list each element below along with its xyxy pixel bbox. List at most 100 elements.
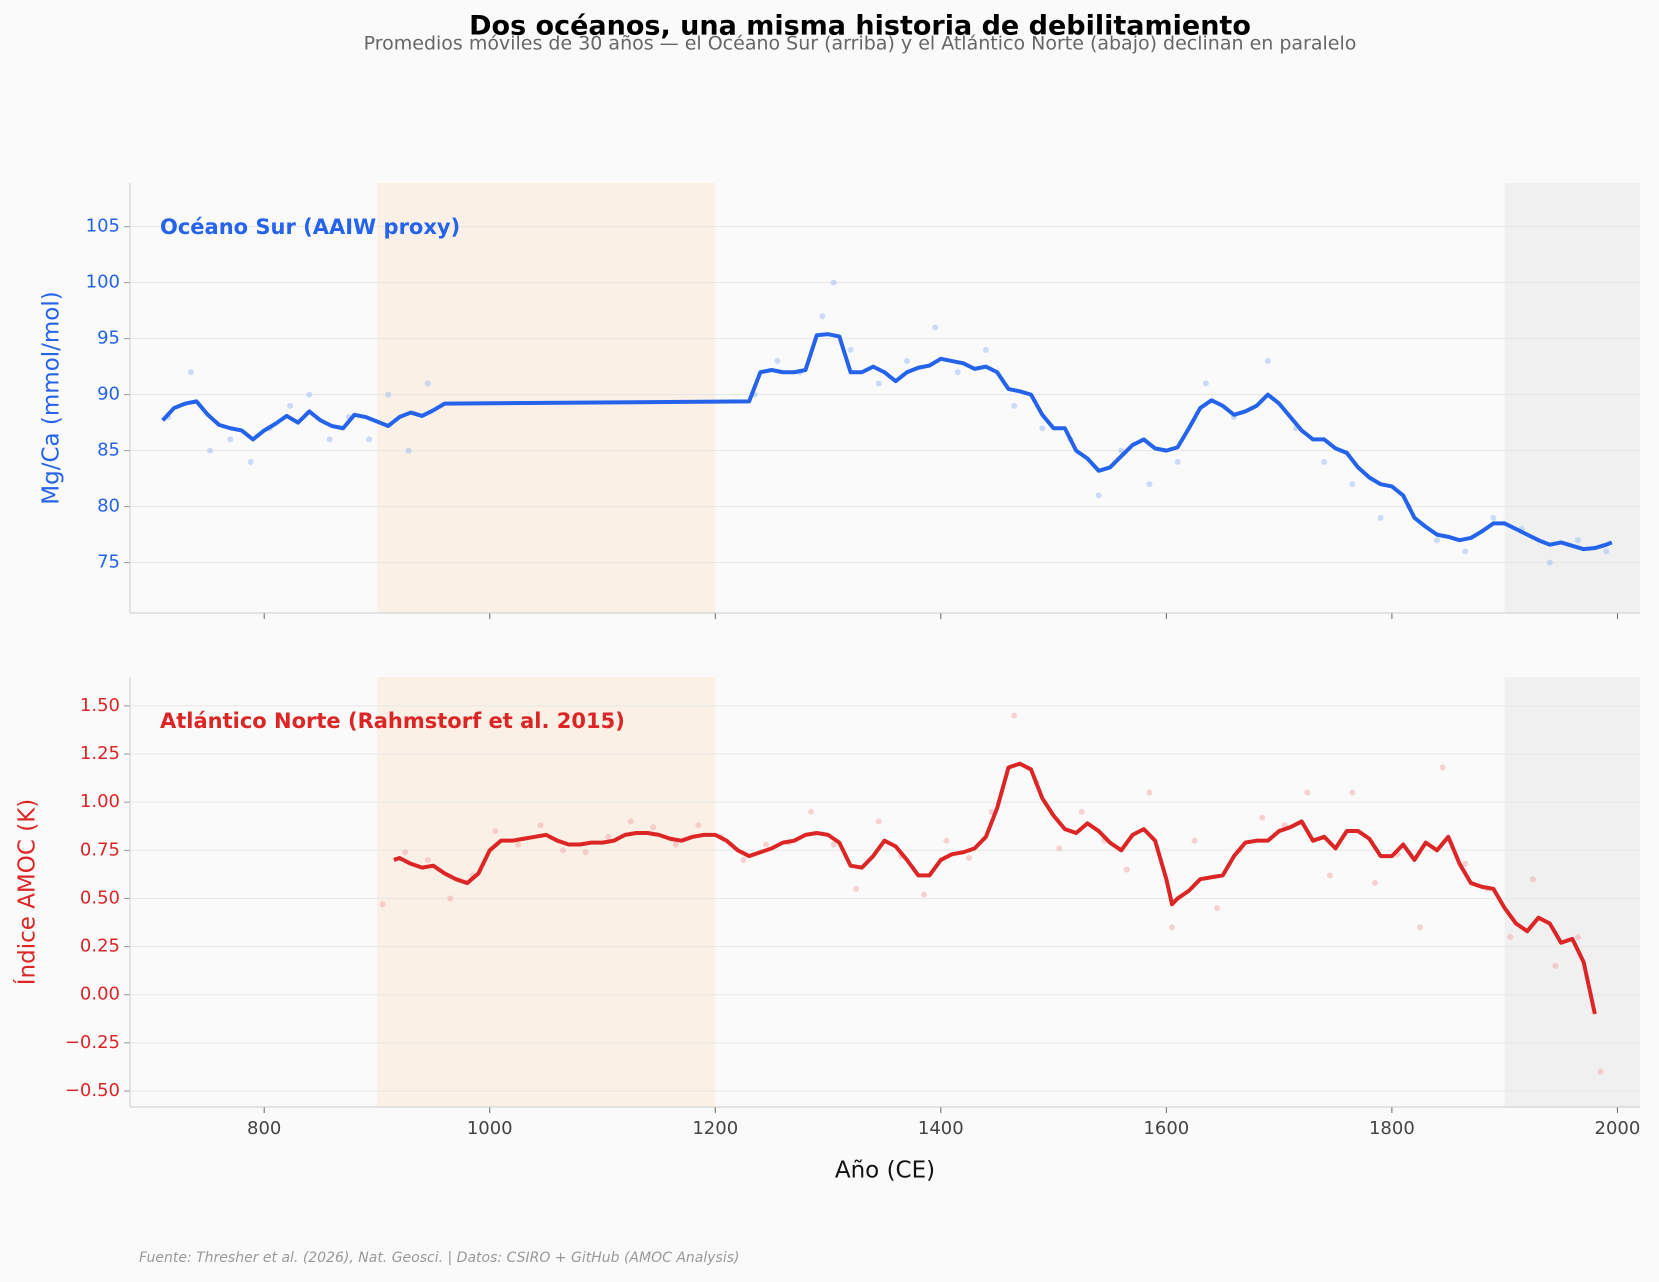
- data-point: [326, 436, 333, 443]
- y-tick-label: 95: [97, 328, 120, 349]
- data-point: [1202, 380, 1209, 387]
- panel-label: Atlántico Norte (Rahmstorf et al. 2015): [160, 709, 625, 733]
- data-point: [514, 841, 521, 848]
- data-point: [1597, 1068, 1604, 1075]
- data-point: [875, 818, 882, 825]
- x-tick-label: 1000: [467, 1118, 513, 1139]
- y-tick-label: 75: [97, 552, 120, 573]
- y-tick-label: 0.25: [80, 936, 120, 957]
- data-point: [1146, 789, 1153, 796]
- data-point: [932, 324, 939, 331]
- data-point: [405, 447, 412, 454]
- data-point: [605, 833, 612, 840]
- data-point: [982, 346, 989, 353]
- y-tick-label: 1.25: [80, 743, 120, 764]
- data-point: [1603, 548, 1610, 555]
- data-point: [695, 822, 702, 829]
- data-point: [875, 380, 882, 387]
- y-tick-label: 80: [97, 496, 120, 517]
- data-point: [1174, 458, 1181, 465]
- data-point: [966, 855, 973, 862]
- y-tick-label: −0.50: [65, 1080, 120, 1101]
- data-point: [492, 828, 499, 835]
- data-point: [1462, 548, 1469, 555]
- data-point: [1321, 458, 1328, 465]
- data-point: [1304, 789, 1311, 796]
- data-line: [161, 332, 1613, 552]
- data-point: [207, 447, 214, 454]
- data-point: [1326, 872, 1333, 879]
- data-point: [1264, 358, 1271, 365]
- data-point: [424, 380, 431, 387]
- panel-label: Océano Sur (AAIW proxy): [160, 215, 460, 239]
- data-point: [1056, 845, 1063, 852]
- data-point: [1507, 933, 1514, 940]
- x-tick-label: 1600: [1143, 1118, 1189, 1139]
- data-point: [1259, 814, 1266, 821]
- data-point: [306, 391, 313, 398]
- data-point: [847, 346, 854, 353]
- data-point: [903, 358, 910, 365]
- data-point: [830, 841, 837, 848]
- x-tick-label: 1400: [918, 1118, 964, 1139]
- data-point: [1169, 924, 1176, 931]
- data-point: [560, 847, 567, 854]
- data-point: [1011, 402, 1018, 409]
- y-tick-label: 1.00: [80, 791, 120, 812]
- data-point: [1417, 924, 1424, 931]
- data-point: [920, 891, 927, 898]
- data-point: [227, 436, 234, 443]
- data-point: [187, 369, 194, 376]
- data-point: [582, 849, 589, 856]
- data-point: [1462, 860, 1469, 867]
- data-point: [247, 458, 254, 465]
- data-point: [366, 436, 373, 443]
- y-axis-label: Mg/Ca (mmol/mol): [39, 291, 65, 505]
- x-tick-label: 2000: [1595, 1118, 1641, 1139]
- data-point: [808, 808, 815, 815]
- data-point: [1123, 866, 1130, 873]
- shaded-span: [1504, 677, 1640, 1107]
- data-point: [650, 824, 657, 831]
- y-tick-label: 0.50: [80, 887, 120, 908]
- y-tick-label: 105: [86, 216, 120, 237]
- data-point: [774, 358, 781, 365]
- data-point: [1078, 808, 1085, 815]
- data-point: [830, 279, 837, 286]
- data-point: [740, 856, 747, 863]
- data-point: [943, 837, 950, 844]
- shaded-span: [376, 183, 716, 613]
- x-tick-label: 1800: [1369, 1118, 1415, 1139]
- source-note: Fuente: Thresher et al. (2026), Nat. Geo…: [139, 1250, 739, 1266]
- y-tick-label: 85: [97, 440, 120, 461]
- shaded-span: [1504, 183, 1640, 613]
- data-point: [424, 856, 431, 863]
- data-point: [1146, 481, 1153, 488]
- data-point: [763, 841, 770, 848]
- chart-subtitle: Promedios móviles de 30 años — el Océano…: [364, 33, 1357, 55]
- data-point: [1011, 712, 1018, 719]
- data-point: [1439, 764, 1446, 771]
- data-point: [1039, 425, 1046, 432]
- data-point: [1574, 537, 1581, 544]
- data-point: [1191, 837, 1198, 844]
- y-tick-label: 0.00: [80, 984, 120, 1005]
- y-tick-label: 1.50: [80, 695, 120, 716]
- y-tick-label: 90: [97, 384, 120, 405]
- shaded-span: [376, 677, 716, 1107]
- y-tick-label: 100: [86, 272, 120, 293]
- data-point: [1349, 481, 1356, 488]
- data-point: [1552, 962, 1559, 969]
- data-point: [627, 818, 634, 825]
- x-axis-label: Año (CE): [835, 1158, 935, 1184]
- data-point: [1095, 492, 1102, 499]
- data-point: [447, 895, 454, 902]
- data-point: [954, 369, 961, 376]
- chart-title: Dos océanos, una misma historia de debil…: [469, 11, 1251, 42]
- data-line: [393, 761, 1597, 1015]
- data-point: [1377, 514, 1384, 521]
- data-point: [1349, 789, 1356, 796]
- x-tick-label: 800: [247, 1118, 281, 1139]
